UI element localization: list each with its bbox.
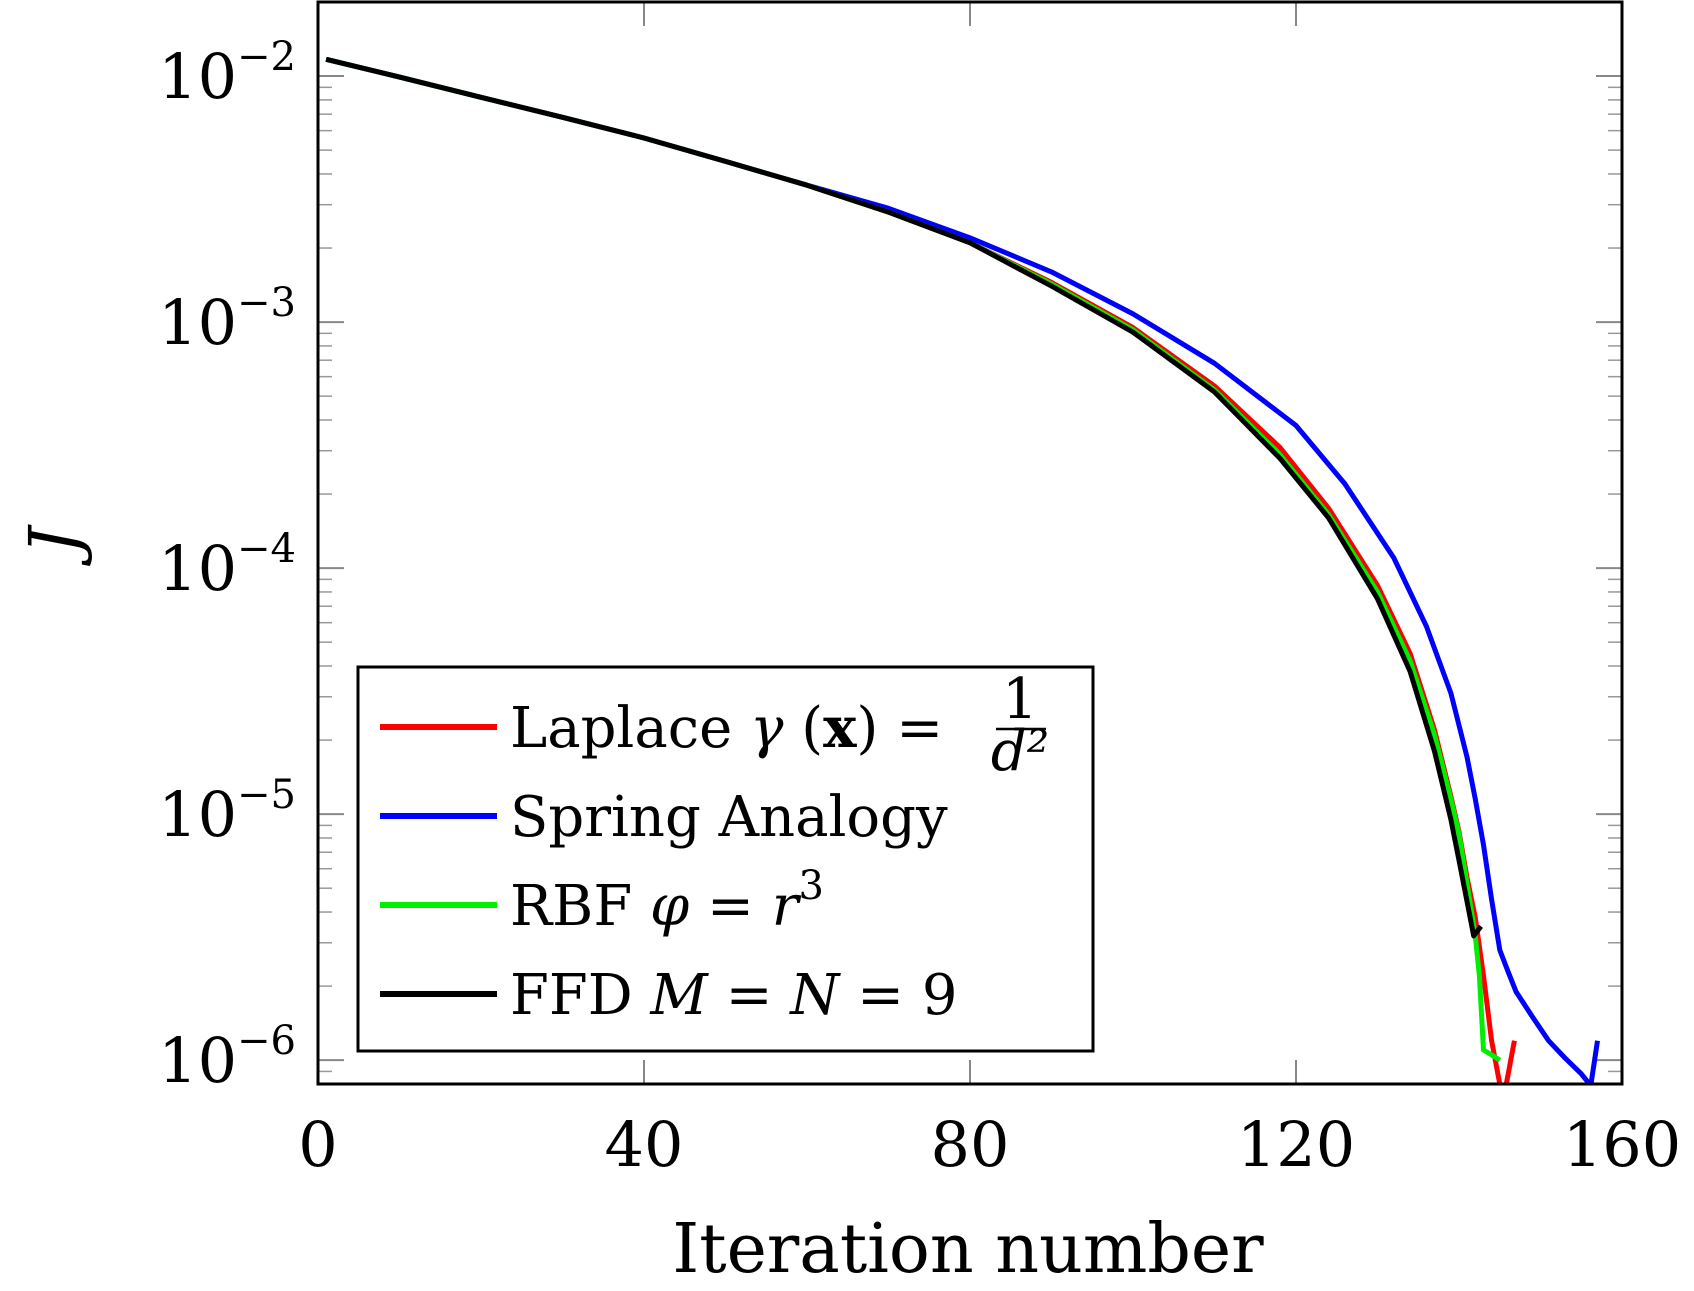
legend-label-laplace: Laplace γ (x) = [510,695,943,761]
legend-box [356,665,1095,1053]
x-tick-label: 120 [1237,1108,1355,1181]
series-line-1 [1588,1040,1600,1084]
series-line-0 [1503,1040,1517,1084]
x-tick-label: 80 [931,1108,1010,1181]
y-tick-label: 10−6 [158,1018,296,1097]
x-tick-label: 40 [605,1108,684,1181]
x-tick-label: 160 [1563,1108,1681,1181]
y-tick-label: 10−3 [158,280,296,359]
legend-label-ffd: FFD M = N = 9 [510,963,957,1028]
x-ticks: 0 40 80 120 160 [298,2,1681,1181]
y-tick-label: 10−5 [158,772,296,851]
y-minor-ticks [318,1,1622,1085]
legend-label-spring: Spring Analogy [510,785,948,850]
x-tick-label: 0 [298,1108,337,1181]
y-tick-label: 10−4 [158,526,296,605]
svg-text:1: 1 [1002,667,1038,732]
legend-fraction: 1 d² [991,667,1049,784]
y-tick-label: 10−2 [158,34,296,113]
y-axis-label: J [16,524,95,567]
y-ticks: 10−2 10−3 10−4 10−5 10−6 [158,34,1622,1097]
svg-text:d²: d² [991,719,1049,784]
legend: Laplace γ (x) = 1 d² Spring Analogy RBF … [356,665,1095,1053]
x-axis-label: Iteration number [672,1210,1264,1289]
series-line-3 [325,56,1483,939]
plot-frame [316,0,1624,1086]
legend-label-rbf: RBF φ = r3 [510,863,824,939]
series-layer [325,56,1600,1084]
